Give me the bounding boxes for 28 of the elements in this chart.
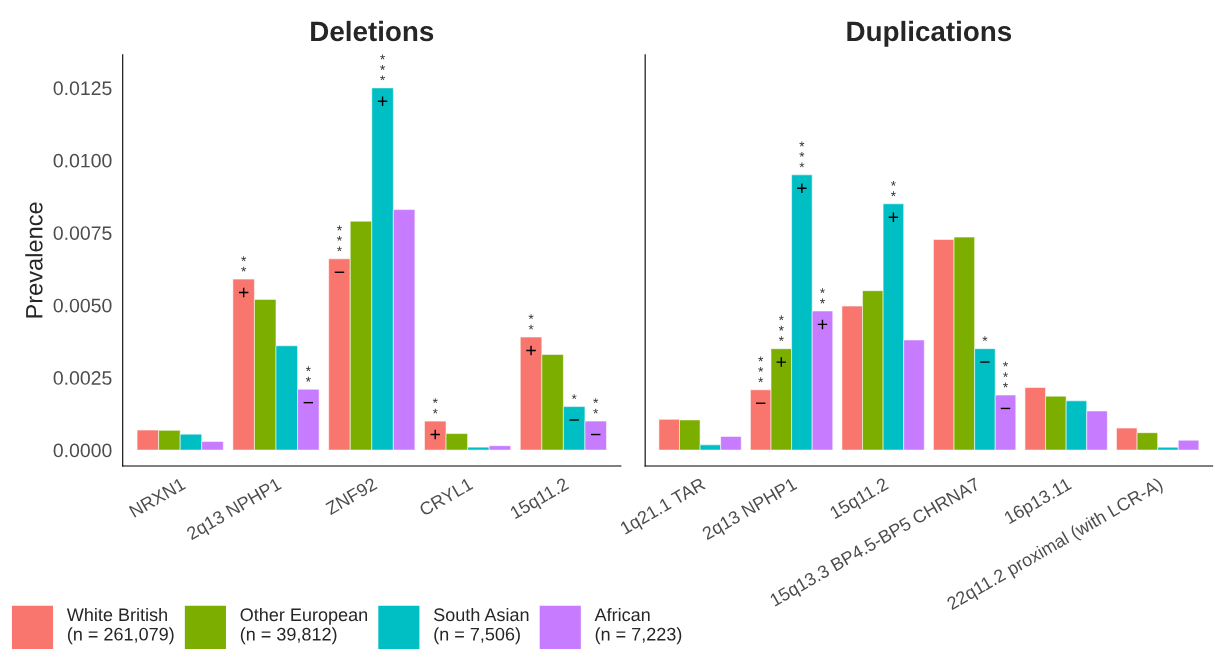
y-tick-label: 0.0100 (53, 153, 112, 168)
data-label: ** + (238, 256, 249, 298)
data-label: ** + (526, 314, 536, 356)
y-axis-title: Prevalence (25, 202, 43, 318)
data-label: ** + (430, 398, 440, 440)
text: *** − (334, 225, 345, 273)
data-label: ** + (888, 180, 899, 222)
text: *** − (1000, 361, 1011, 410)
text: ** − (303, 366, 314, 404)
data-label: *** + (776, 315, 787, 367)
data-label: *** + (797, 141, 807, 193)
text: *** − (755, 356, 766, 404)
text: ** − (591, 398, 601, 436)
data-label: *** + (377, 54, 388, 107)
chart-title: Deletions (311, 20, 434, 42)
chart-title: Duplications (847, 20, 1012, 47)
y-tick-label: 0.0125 (53, 81, 112, 96)
legend-label: African (n = 7,223) (594, 607, 682, 645)
legend-label: Other European (n = 39,812) (240, 607, 368, 645)
data-label: ** + (817, 288, 828, 330)
y-tick-label: 0.0000 (53, 443, 112, 458)
legend-label: White British (n = 261,079) (66, 607, 174, 645)
legend-label: South Asian (n = 7,506) (434, 607, 529, 645)
text: * − (980, 336, 990, 363)
y-tick-label: 0.0075 (53, 226, 112, 240)
text: * − (569, 394, 579, 421)
y-tick-label: 0.0050 (53, 298, 112, 313)
y-tick-label: 0.0025 (53, 371, 112, 385)
